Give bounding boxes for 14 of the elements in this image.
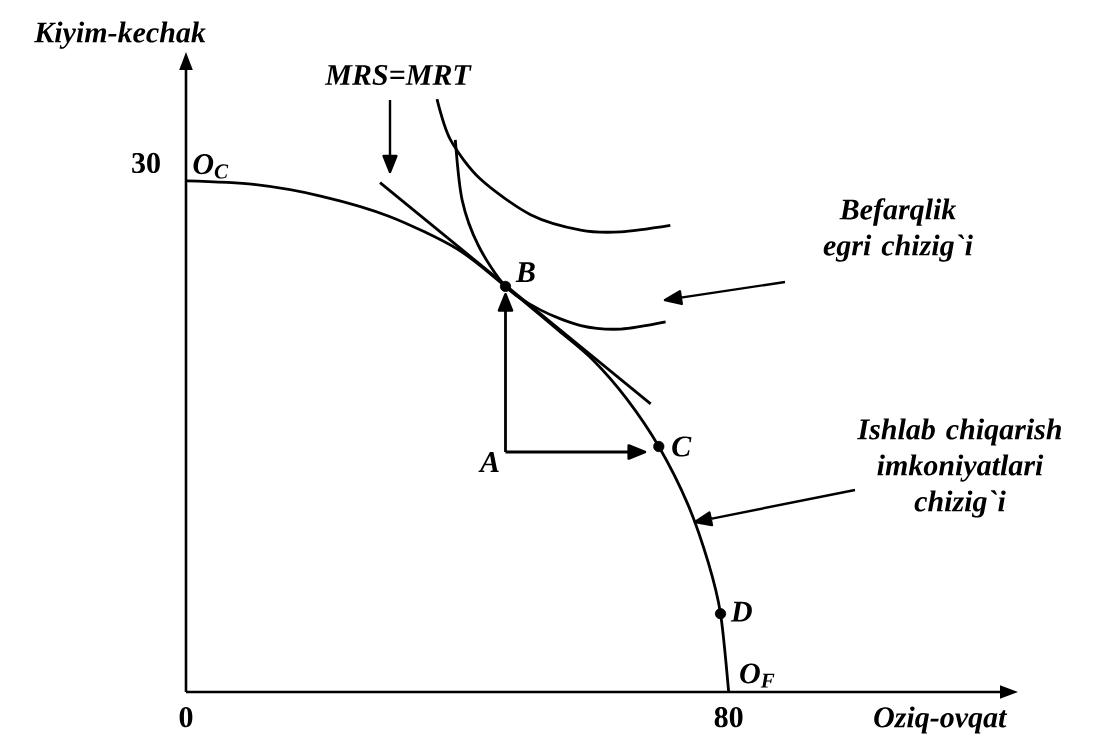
annotation: A — [478, 452, 499, 472]
x-axis-title: Oziq-ovqat — [874, 706, 1008, 734]
x-tick-label: 80 — [714, 707, 743, 728]
annotation: D — [730, 601, 752, 622]
annotation: Befarqlik egri chizig`i — [823, 198, 973, 262]
x-tick-label: 0 — [179, 707, 193, 728]
annotation: B — [515, 262, 535, 283]
annotation: Ishlab chiqarish imkoniyatlari chizig`i — [857, 418, 1062, 518]
annotation: O$_{F}$ — [740, 663, 775, 688]
annotation: C — [672, 436, 692, 457]
annotation: O$_{C}$ — [193, 154, 229, 179]
text: 30 — [132, 152, 160, 174]
text: MRS=MRT — [324, 64, 472, 86]
y-axis-title: Kiyim-kechak — [34, 21, 206, 49]
